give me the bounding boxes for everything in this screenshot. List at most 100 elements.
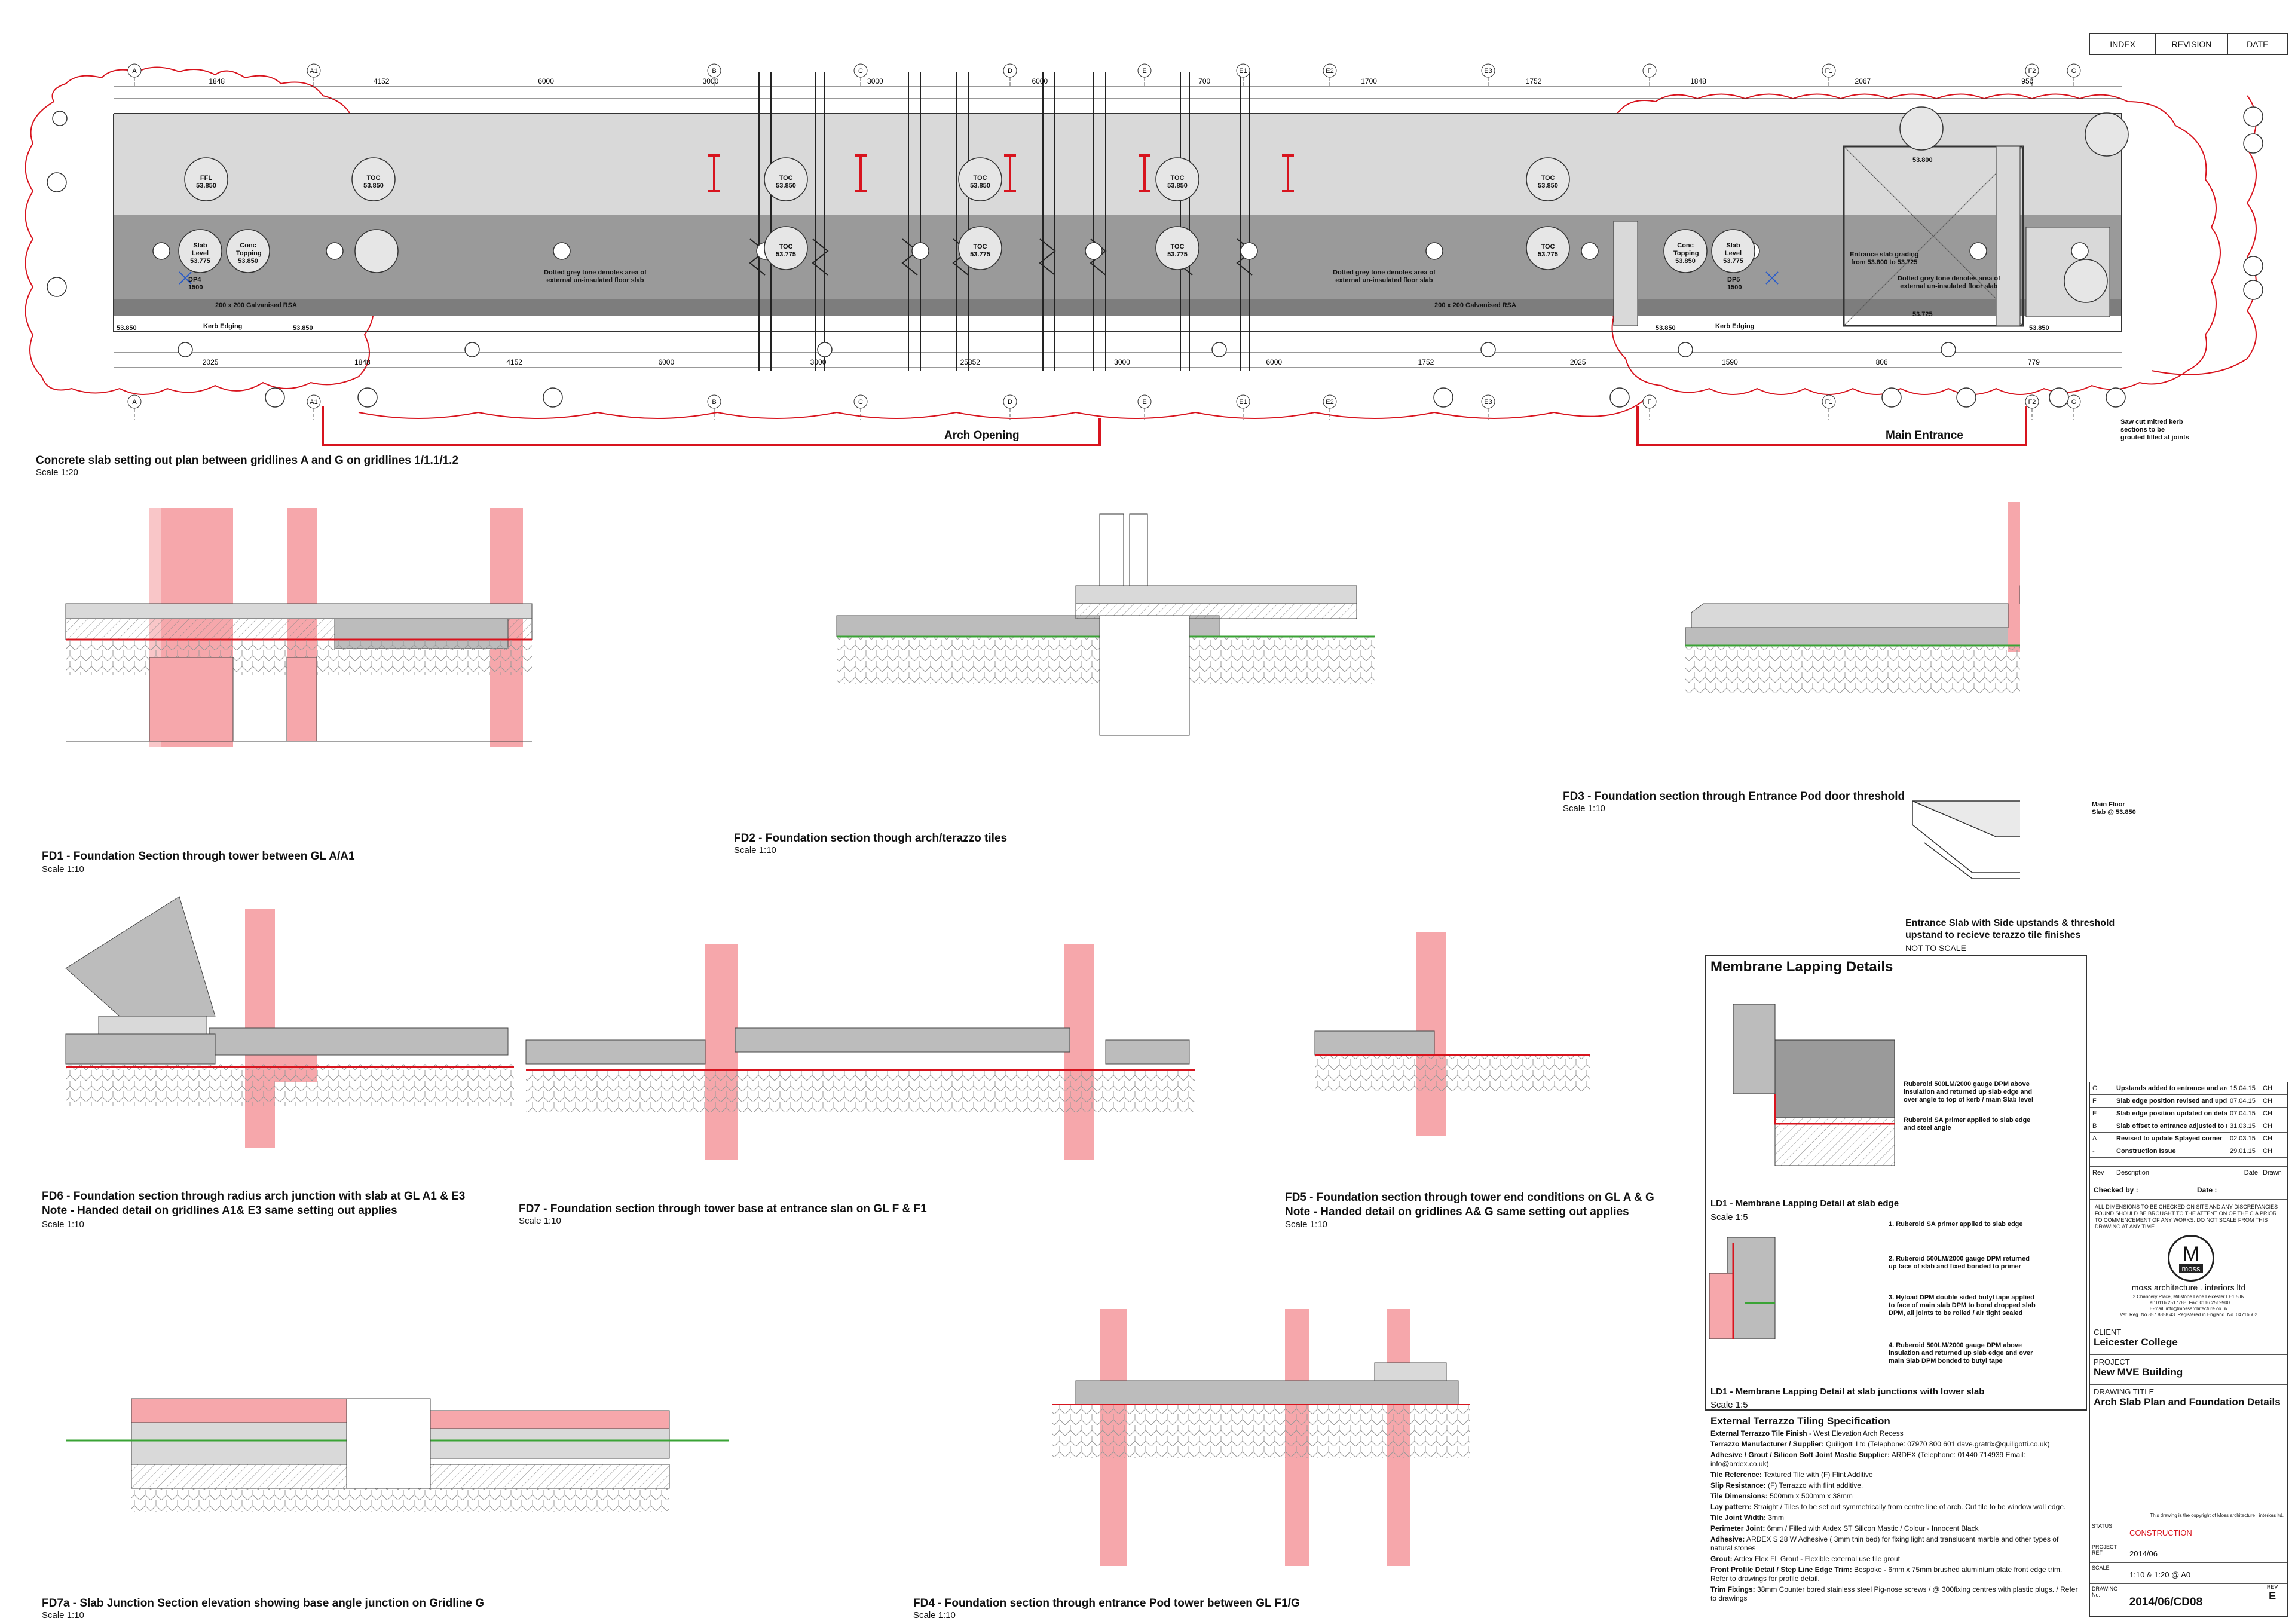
spec-key: Terrazzo Manufacturer / Supplier: <box>1710 1440 1824 1448</box>
project-name: New MVE Building <box>2094 1366 2183 1378</box>
gridline-label: G <box>2071 68 2077 75</box>
fd4-scale: Scale 1:10 <box>913 1610 956 1620</box>
fd7-title: FD7 - Foundation section through tower b… <box>519 1203 927 1215</box>
checked-row: Checked by : Date : <box>2090 1181 2287 1200</box>
gridline-label: E3 <box>1484 399 1492 406</box>
toc-label: TOC 53.850 <box>776 175 796 189</box>
fd5-title: FD5 - Foundation section through tower e… <box>1285 1191 1654 1218</box>
revision-date: 07.04.15 <box>2230 1110 2256 1117</box>
entrance-grading-note: Entrance slab grading from 53.800 to 53.… <box>1850 251 1919 266</box>
spec-key: Slip Resistance: <box>1710 1481 1766 1490</box>
spec-key: Front Profile Detail / Step Line Edge Tr… <box>1710 1565 1852 1574</box>
slab-level-label: Slab Level 53.775 <box>1723 242 1743 265</box>
ld1a-scale: Scale 1:5 <box>1710 1212 1748 1222</box>
arch-opening-label: Arch Opening <box>944 429 1020 442</box>
status-value: CONSTRUCTION <box>2129 1528 2192 1537</box>
spec-key: Tile Reference: <box>1710 1470 1762 1479</box>
membrane-note: Ruberoid 500LM/2000 gauge DPM above insu… <box>1904 1081 2033 1103</box>
main-entrance-marker <box>1636 406 2027 446</box>
gridline-label: D <box>1008 68 1012 75</box>
slab-plan: A A1 B C D E E1 E2 E3 F F1 F2 G A A1 B C D E E1 E2 E3 F F1 F2 G … <box>25 63 2263 446</box>
fd6-section <box>65 896 514 1148</box>
revision-rev: B <box>2092 1123 2097 1130</box>
dotted-note: Dotted grey tone denotes area of externa… <box>544 269 647 284</box>
spec-value: 500mm x 500mm x 38mm <box>1767 1492 1853 1500</box>
spec-value: Straight / Tiles to be set out symmetric… <box>1751 1503 2066 1511</box>
spec-key: Grout: <box>1710 1555 1733 1563</box>
terrazzo-spec: External Terrazzo Tiling Specification E… <box>1710 1416 2081 1605</box>
fd7a-title: FD7a - Slab Junction Section elevation s… <box>42 1597 485 1610</box>
spec-line: Terrazzo Manufacturer / Supplier: Quilig… <box>1710 1440 2081 1449</box>
spec-line: Slip Resistance: (F) Terrazzo with flint… <box>1710 1481 2081 1490</box>
gridline-label: E2 <box>1326 68 1333 75</box>
spec-key: Lay pattern: <box>1710 1503 1752 1511</box>
main-entrance-label: Main Entrance <box>1886 429 1963 442</box>
dimension-value: 1700 <box>1361 77 1377 85</box>
revision-by: CH <box>2263 1110 2272 1117</box>
fd1-scale: Scale 1:10 <box>42 864 84 874</box>
fd2-title: FD2 - Foundation section though arch/ter… <box>734 832 1008 845</box>
scale-row: SCALE 1:10 & 1:20 @ A0 <box>2090 1563 2287 1584</box>
entrance-iso-note: NOT TO SCALE <box>1905 943 1966 953</box>
revision-rev: - <box>2092 1148 2095 1155</box>
revision-row: A Revised to update Splayed corner 02.03.1… <box>2090 1133 2287 1145</box>
ffl-label: FFL 53.850 <box>196 175 216 189</box>
detail-sections <box>65 502 2020 1566</box>
membrane-note: 2. Ruberoid 500LM/2000 gauge DPM returne… <box>1889 1255 2030 1270</box>
status-rows: STATUS CONSTRUCTION PROJECT REF 2014/06 … <box>2090 1521 2287 1615</box>
title-section: DRAWING TITLE Arch Slab Plan and Foundat… <box>2090 1384 2287 1411</box>
entrance-iso-title: Entrance Slab with Side upstands & thres… <box>1905 918 2115 940</box>
rsa-label: 200 x 200 Galvanised RSA <box>1434 302 1516 309</box>
conc-topping-label: Conc Topping 53.850 <box>1673 242 1699 265</box>
gridline-label: E2 <box>1326 399 1333 406</box>
dimension-value: 1752 <box>1418 358 1434 366</box>
membrane-details <box>1709 1004 1895 1339</box>
revision-date: 15.04.15 <box>2230 1085 2256 1092</box>
fd3-section <box>1685 502 2020 693</box>
dp4-label: DP4 1500 <box>188 276 203 291</box>
saw-cut-note: Saw cut mitred kerb sections to be grout… <box>2120 418 2189 441</box>
spec-key: External Terrazzo Tile Finish <box>1710 1429 1807 1438</box>
section-markers <box>47 106 2263 408</box>
spec-value: Bespoke - 6mm x 75mm brushed aluminium p… <box>1710 1565 2063 1583</box>
revision-desc: Upstands added to entrance and arch / sl… <box>2116 1085 2227 1092</box>
client-name: Leicester College <box>2094 1336 2178 1348</box>
revision-by: CH <box>2263 1085 2272 1092</box>
spec-line: Tile Joint Width: 3mm <box>1710 1513 2081 1522</box>
fd7a-scale: Scale 1:10 <box>42 1610 84 1620</box>
spec-key: Trim Fixings: <box>1710 1585 1755 1594</box>
dimension-text-bottom: 2025 1848 4152 6000 3000 25852 3000 6000 1752 202… <box>203 358 2040 366</box>
status-row: STATUS CONSTRUCTION <box>2090 1521 2287 1542</box>
fd4-title: FD4 - Foundation section through entranc… <box>913 1597 1300 1610</box>
dimension-value: 1590 <box>1722 358 1738 366</box>
dotted-note: Dotted grey tone denotes area of externa… <box>1898 275 2000 290</box>
revision-rev: G <box>2092 1085 2098 1092</box>
level-label: 53.850 <box>117 325 137 332</box>
title-block: G Upstands added to entrance and arch / s… <box>2089 1082 2288 1617</box>
fd1-title: FD1 - Foundation Section through tower b… <box>42 850 355 863</box>
fd3-title: FD3 - Foundation section through Entranc… <box>1563 790 1905 803</box>
dimension-value: 2025 <box>1570 358 1586 366</box>
drawing-number: 2014/06/CD08 <box>2129 1596 2203 1608</box>
toc-label: TOC 53.775 <box>776 243 796 258</box>
dimension-value: 1752 <box>1526 77 1542 85</box>
fd3-scale: Scale 1:10 <box>1563 803 1605 813</box>
dimension-value: 779 <box>2028 358 2040 366</box>
gridline-label: F <box>1648 399 1652 406</box>
revision-desc: Slab edge position revised and updated o… <box>2116 1097 2227 1105</box>
fd5-section <box>1314 932 1590 1136</box>
entrance-iso-sketch <box>1912 800 2020 879</box>
gridline-label: G <box>2071 399 2077 406</box>
spec-line: Tile Dimensions: 500mm x 500mm x 38mm <box>1710 1492 2081 1501</box>
level-label: 53.850 <box>2029 325 2049 332</box>
sheet-header: INDEX REVISION DATE <box>2089 33 2288 55</box>
fd7a-section <box>66 1398 729 1512</box>
revision-by: CH <box>2263 1097 2272 1105</box>
gridline-label: E1 <box>1239 68 1247 75</box>
toc-label: TOC 53.775 <box>1538 243 1558 258</box>
projref-row: PROJECT REF 2014/06 <box>2090 1542 2287 1563</box>
membrane-note: 4. Ruberoid 500LM/2000 gauge DPM above i… <box>1889 1342 2033 1365</box>
spec-value: Textured Tile with (F) Flint Additive <box>1761 1470 1873 1479</box>
dimension-value: 6000 <box>1266 358 1282 366</box>
revision-desc: Revised to update Splayed corner <box>2116 1135 2223 1142</box>
